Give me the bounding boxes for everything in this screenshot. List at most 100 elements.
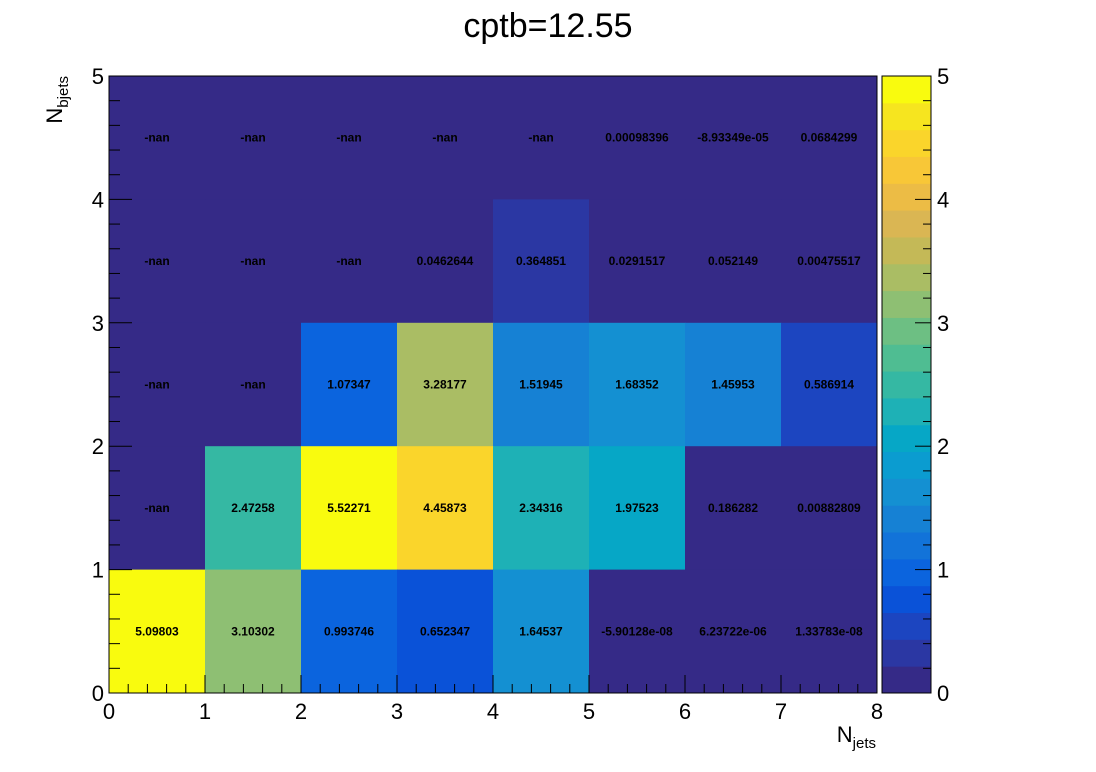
color-scale-band xyxy=(882,210,931,238)
cell-label: -nan xyxy=(432,131,457,145)
heatmap-cell xyxy=(109,569,206,694)
cell-label: 0.186282 xyxy=(708,501,758,515)
cell-label: -nan xyxy=(336,254,361,268)
color-scale-band xyxy=(882,290,931,318)
cell-label: 6.23722e-06 xyxy=(699,624,767,638)
color-scale-label: 5 xyxy=(937,64,949,89)
color-scale-label: 4 xyxy=(937,187,949,212)
x-axis-label: Njets xyxy=(837,722,876,752)
cell-label: 0.0291517 xyxy=(609,254,666,268)
heatmap-cell xyxy=(589,322,686,447)
cell-label: 1.51945 xyxy=(519,378,563,392)
color-scale-label: 0 xyxy=(937,681,949,706)
color-scale-band xyxy=(882,451,931,479)
x-tick-label: 7 xyxy=(775,699,787,724)
color-scale-label: 2 xyxy=(937,434,949,459)
heatmap-cell xyxy=(205,569,302,694)
cell-label: -nan xyxy=(144,254,169,268)
color-scale-band xyxy=(882,263,931,292)
x-axis-label-sub: jets xyxy=(852,735,876,752)
cell-label: -nan xyxy=(144,501,169,515)
y-axis-label-sub: bjets xyxy=(55,76,72,108)
color-scale-band xyxy=(882,666,931,694)
heatmap-cell xyxy=(685,569,782,694)
x-tick-label: 4 xyxy=(487,699,499,724)
cell-label: 0.00098396 xyxy=(605,131,669,145)
heatmap-cell xyxy=(301,76,398,200)
y-tick-label: 2 xyxy=(92,434,104,459)
cell-label: 3.10302 xyxy=(231,624,275,638)
y-tick-label: 1 xyxy=(92,558,104,583)
heatmap-cell xyxy=(781,322,878,447)
color-scale-band xyxy=(882,183,931,211)
cell-label: 1.68352 xyxy=(615,378,659,392)
color-scale-band xyxy=(882,424,931,453)
heatmap-cell xyxy=(397,569,494,694)
heatmap-cell xyxy=(205,76,302,200)
cell-label: 1.64537 xyxy=(519,624,563,638)
cell-label: 4.45873 xyxy=(423,501,467,515)
heatmap-cell xyxy=(781,569,878,694)
color-scale-band xyxy=(882,612,931,640)
heatmap-cell xyxy=(781,76,878,200)
color-scale-band xyxy=(882,76,931,104)
x-tick-label: 5 xyxy=(583,699,595,724)
cell-label: 0.652347 xyxy=(420,624,470,638)
color-scale-band xyxy=(882,639,931,667)
heatmap-cell xyxy=(109,199,206,324)
heatmap-cell xyxy=(397,322,494,447)
x-tick-label: 2 xyxy=(295,699,307,724)
cell-label: -nan xyxy=(240,131,265,145)
x-axis-label-main: N xyxy=(837,722,853,747)
cell-label: -nan xyxy=(240,254,265,268)
cell-label: 1.97523 xyxy=(615,501,659,515)
heatmap-cell xyxy=(109,446,206,571)
cell-label: -nan xyxy=(528,131,553,145)
cell-label: 2.47258 xyxy=(231,501,275,515)
cell-label: 2.34316 xyxy=(519,501,563,515)
heatmap-cell xyxy=(205,322,302,447)
cell-label: -nan xyxy=(240,378,265,392)
cell-label: 0.052149 xyxy=(708,254,758,268)
x-axis: 0 1 2 3 4 5 6 7 8 xyxy=(103,675,883,724)
heatmap-cell xyxy=(589,76,686,200)
x-tick-label: 6 xyxy=(679,699,691,724)
heatmap-cell xyxy=(781,199,878,324)
cell-label: 0.0684299 xyxy=(801,131,858,145)
heatmap-cell xyxy=(685,199,782,324)
heatmap-cell xyxy=(493,569,590,694)
heatmap-cell xyxy=(205,199,302,324)
chart-title: cptb=12.55 xyxy=(463,7,632,45)
y-tick-label: 3 xyxy=(92,311,104,336)
color-scale-band xyxy=(882,585,931,614)
cell-label: 0.00882809 xyxy=(797,501,861,515)
heatmap-cell xyxy=(301,569,398,694)
cell-label: -5.90128e-08 xyxy=(601,624,673,638)
cell-label: 1.45953 xyxy=(711,378,755,392)
heatmap-cell xyxy=(493,199,590,324)
x-tick-label: 1 xyxy=(199,699,211,724)
y-axis: 0 1 2 3 4 5 xyxy=(92,64,132,706)
color-scale-band xyxy=(882,532,931,560)
y-tick-label: 0 xyxy=(92,681,104,706)
heatmap-cell xyxy=(685,76,782,200)
cell-label: 0.00475517 xyxy=(797,254,861,268)
color-scale-label: 3 xyxy=(937,311,949,336)
color-scale-band xyxy=(882,344,931,372)
color-scale-band xyxy=(882,505,931,533)
cell-label: 0.364851 xyxy=(516,254,566,268)
color-scale-band xyxy=(882,317,931,345)
color-scale-band xyxy=(882,478,931,506)
cell-label: -nan xyxy=(336,131,361,145)
heatmap-cell xyxy=(301,446,398,571)
heatmap-cell xyxy=(685,446,782,571)
heatmap-cell xyxy=(493,446,590,571)
cell-label: 0.586914 xyxy=(804,378,854,392)
heatmap-cell-labels: -nan -nan -nan -nan -nan 0.00098396 -8.93349e-… xyxy=(135,131,863,639)
y-axis-label-main: N xyxy=(42,108,67,124)
color-scale-band xyxy=(882,558,931,587)
color-scale-frame xyxy=(881,75,932,694)
cell-label: -nan xyxy=(144,131,169,145)
y-tick-label: 5 xyxy=(92,64,104,89)
